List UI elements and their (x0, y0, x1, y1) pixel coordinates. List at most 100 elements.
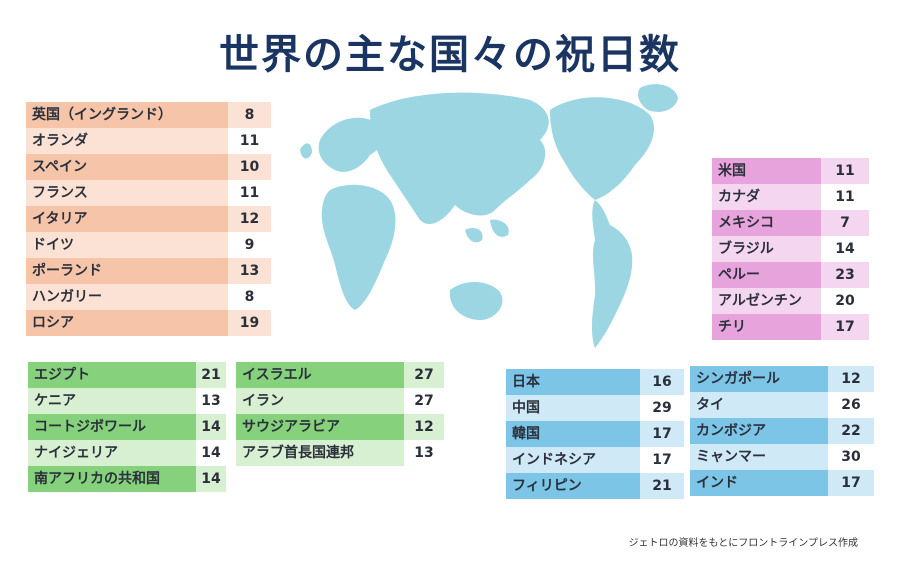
holiday-count: 17 (640, 421, 684, 447)
asia-table-1: 日本 16 中国 29 韓国 17 インドネシア 17 フィリピン 21 (506, 369, 684, 499)
holiday-count: 12 (228, 206, 271, 232)
world-map-illustration (300, 84, 678, 348)
table-row: ドイツ 9 (26, 232, 271, 258)
country-name: ポーランド (32, 263, 102, 279)
holiday-count: 12 (404, 414, 444, 440)
holiday-count: 10 (228, 154, 271, 180)
country-name: コートジボワール (34, 419, 146, 435)
table-row: インド 17 (690, 470, 874, 496)
africa-table: エジプト 21 ケニア 13 コートジボワール 14 ナイジェリア 14 南アフリカの共和国 14 (28, 362, 226, 492)
country-name: カンボジア (696, 423, 766, 439)
holiday-count: 23 (821, 262, 869, 288)
country-name: スペイン (32, 159, 88, 175)
country-name: サウジアラビア (242, 419, 340, 435)
holiday-count: 11 (228, 180, 271, 206)
table-row: タイ 26 (690, 392, 874, 418)
holiday-count: 8 (228, 102, 271, 128)
table-row: アラブ首長国連邦 13 (236, 440, 444, 466)
country-name: カナダ (718, 189, 760, 205)
holiday-count: 8 (228, 284, 271, 310)
country-name: タイ (696, 397, 724, 413)
country-name: イスラエル (242, 367, 312, 383)
country-name: ナイジェリア (34, 445, 118, 461)
asia-table-2: シンガポール 12 タイ 26 カンボジア 22 ミャンマー 30 インド 17 (690, 366, 874, 496)
middle-east-table: イスラエル 27 イラン 27 サウジアラビア 12 アラブ首長国連邦 13 (236, 362, 444, 466)
table-row: エジプト 21 (28, 362, 226, 388)
country-name: ブラジル (718, 241, 774, 257)
holiday-count: 26 (828, 392, 874, 418)
country-name: 中国 (512, 400, 540, 416)
holiday-count: 13 (196, 388, 226, 414)
holiday-count: 9 (228, 232, 271, 258)
americas-table: 米国 11 カナダ 11 メキシコ 7 ブラジル 14 ペルー 23 アルゼンチン 20 チリ 17 (712, 158, 869, 340)
table-row: アルゼンチン 20 (712, 288, 869, 314)
holiday-count: 13 (404, 440, 444, 466)
table-row: 日本 16 (506, 369, 684, 395)
holiday-count: 17 (828, 470, 874, 496)
country-name: イタリア (32, 211, 88, 227)
table-row: 韓国 17 (506, 421, 684, 447)
source-credit: ジェトロの資料をもとにフロントラインプレス作成 (628, 538, 859, 549)
holiday-count: 14 (821, 236, 869, 262)
table-row: フィリピン 21 (506, 473, 684, 499)
table-row: カンボジア 22 (690, 418, 874, 444)
table-row: ロシア 19 (26, 310, 271, 336)
holiday-count: 17 (640, 447, 684, 473)
table-row: コートジボワール 14 (28, 414, 226, 440)
country-name: ハンガリー (32, 289, 102, 305)
table-row: イラン 27 (236, 388, 444, 414)
table-row: ブラジル 14 (712, 236, 869, 262)
country-name: フランス (32, 185, 88, 201)
holiday-count: 7 (821, 210, 869, 236)
country-name: インドネシア (512, 452, 596, 468)
table-row: ハンガリー 8 (26, 284, 271, 310)
country-name: シンガポール (696, 371, 780, 387)
table-row: イスラエル 27 (236, 362, 444, 388)
country-name: ドイツ (32, 237, 74, 253)
country-name: 米国 (718, 163, 746, 179)
table-row: フランス 11 (26, 180, 271, 206)
country-name: ロシア (32, 315, 74, 331)
country-name: 韓国 (512, 426, 540, 442)
country-name: 日本 (512, 374, 540, 390)
holiday-count: 11 (821, 158, 869, 184)
table-row: メキシコ 7 (712, 210, 869, 236)
holiday-count: 16 (640, 369, 684, 395)
holiday-count: 14 (196, 466, 226, 492)
holiday-count: 27 (404, 388, 444, 414)
country-name: ペルー (718, 267, 760, 283)
country-name: アラブ首長国連邦 (242, 445, 354, 461)
country-name: エジプト (34, 367, 90, 383)
country-name: メキシコ (718, 215, 774, 231)
holiday-count: 21 (196, 362, 226, 388)
country-name: イラン (242, 393, 284, 409)
country-name: 英国（イングランド） (32, 107, 172, 123)
table-row: ケニア 13 (28, 388, 226, 414)
table-row: サウジアラビア 12 (236, 414, 444, 440)
table-row: イタリア 12 (26, 206, 271, 232)
holiday-count: 17 (821, 314, 869, 340)
europe-table: 英国（イングランド） 8 オランダ 11 スペイン 10 フランス 11 イタリア 12 ドイツ 9 ポ… (26, 102, 271, 336)
table-row: シンガポール 12 (690, 366, 874, 392)
country-name: インド (696, 475, 738, 491)
holiday-count: 11 (821, 184, 869, 210)
holiday-count: 29 (640, 395, 684, 421)
holiday-count: 20 (821, 288, 869, 314)
country-name: アルゼンチン (718, 293, 802, 309)
table-row: ミャンマー 30 (690, 444, 874, 470)
holiday-count: 22 (828, 418, 874, 444)
country-name: フィリピン (512, 478, 582, 494)
holiday-count: 14 (196, 414, 226, 440)
page-title: 世界の主な国々の祝日数 (219, 32, 681, 78)
table-row: 米国 11 (712, 158, 869, 184)
country-name: ケニア (34, 393, 76, 409)
table-row: スペイン 10 (26, 154, 271, 180)
country-name: チリ (718, 319, 746, 335)
table-row: ペルー 23 (712, 262, 869, 288)
country-name: 南アフリカの共和国 (34, 471, 160, 487)
table-row: インドネシア 17 (506, 447, 684, 473)
table-row: ナイジェリア 14 (28, 440, 226, 466)
table-row: チリ 17 (712, 314, 869, 340)
table-row: ポーランド 13 (26, 258, 271, 284)
holiday-count: 30 (828, 444, 874, 470)
